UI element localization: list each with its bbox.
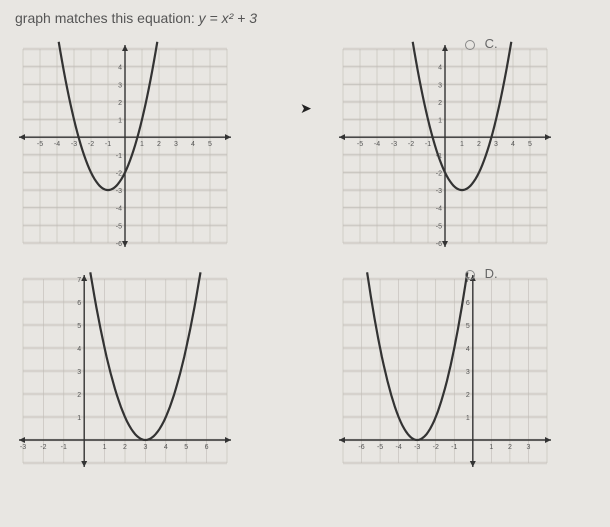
svg-text:5: 5 [466, 323, 470, 330]
chart-a: 1 2 3 4 -1 -2 -3 -4 -5 -6 -5 -4 -3 -2 -1 1 2 3 4 5 [15, 41, 275, 251]
svg-text:-5: -5 [37, 141, 43, 148]
svg-text:4: 4 [511, 141, 515, 148]
radio-d-icon [465, 270, 475, 280]
svg-text:-2: -2 [408, 141, 414, 148]
option-d[interactable]: D. [465, 266, 498, 281]
svg-text:1: 1 [438, 118, 442, 125]
svg-text:3: 3 [438, 82, 442, 89]
svg-text:7: 7 [77, 277, 81, 284]
svg-text:-1: -1 [105, 141, 111, 148]
option-d-label: D. [485, 266, 498, 281]
svg-text:4: 4 [118, 65, 122, 72]
svg-text:6: 6 [77, 300, 81, 307]
svg-text:3: 3 [143, 444, 147, 451]
svg-text:-1: -1 [425, 141, 431, 148]
svg-text:1: 1 [118, 118, 122, 125]
chart-a-svg: 1 2 3 4 -1 -2 -3 -4 -5 -6 -5 -4 -3 -2 -1 1 2 3 4 5 [15, 41, 235, 251]
question-prefix: graph matches this equation: [15, 10, 195, 26]
option-c-label: C. [485, 36, 498, 51]
svg-text:-3: -3 [20, 444, 26, 451]
svg-text:4: 4 [438, 65, 442, 72]
chart-a-axes [19, 45, 231, 247]
svg-text:-4: -4 [54, 141, 60, 148]
chart-d: D. 1234567-6-5-4-3-2-1123 [335, 271, 595, 481]
svg-text:3: 3 [77, 369, 81, 376]
svg-text:-5: -5 [116, 223, 122, 230]
svg-text:5: 5 [528, 141, 532, 148]
equation-text: y = x² + 3 [199, 10, 257, 26]
svg-text:-2: -2 [116, 170, 122, 177]
svg-text:-2: -2 [433, 444, 439, 451]
svg-text:-3: -3 [436, 188, 442, 195]
svg-text:4: 4 [191, 141, 195, 148]
svg-text:2: 2 [157, 141, 161, 148]
svg-text:-2: -2 [436, 170, 442, 177]
chart-b-svg: 1 2 3 4 5 6 7 -3 -2 -1 1 2 3 4 5 6 [15, 271, 235, 471]
svg-text:-3: -3 [414, 444, 420, 451]
svg-text:-1: -1 [436, 153, 442, 160]
chart-b: 1 2 3 4 5 6 7 -3 -2 -1 1 2 3 4 5 6 [15, 271, 275, 481]
svg-text:3: 3 [466, 369, 470, 376]
radio-c-icon [465, 40, 475, 50]
svg-text:-6: -6 [358, 444, 364, 451]
svg-text:-1: -1 [116, 153, 122, 160]
svg-text:2: 2 [77, 392, 81, 399]
svg-text:-1: -1 [451, 444, 457, 451]
svg-text:5: 5 [184, 444, 188, 451]
svg-text:-4: -4 [374, 141, 380, 148]
svg-text:1: 1 [77, 415, 81, 422]
svg-text:2: 2 [508, 444, 512, 451]
question-text: graph matches this equation: y = x² + 3 [15, 10, 595, 26]
chart-c-axes [339, 45, 551, 247]
svg-text:3: 3 [174, 141, 178, 148]
svg-text:1: 1 [103, 444, 107, 451]
svg-text:2: 2 [477, 141, 481, 148]
option-c[interactable]: C. [465, 36, 498, 51]
svg-text:3: 3 [527, 444, 531, 451]
svg-text:-2: -2 [88, 141, 94, 148]
svg-text:-2: -2 [40, 444, 46, 451]
svg-text:5: 5 [208, 141, 212, 148]
svg-text:-3: -3 [391, 141, 397, 148]
svg-text:3: 3 [494, 141, 498, 148]
svg-text:4: 4 [466, 346, 470, 353]
svg-text:3: 3 [118, 82, 122, 89]
chart-c-svg: 1 2 3 4 -1 -2 -3 -4 -5 -6 -5 -4 -3 -2 -1 1 2 3 4 5 [335, 41, 555, 251]
svg-text:-3: -3 [71, 141, 77, 148]
svg-text:6: 6 [466, 300, 470, 307]
svg-text:-5: -5 [436, 223, 442, 230]
svg-text:-6: -6 [436, 241, 442, 248]
svg-text:-4: -4 [436, 206, 442, 213]
svg-text:6: 6 [205, 444, 209, 451]
svg-text:1: 1 [460, 141, 464, 148]
svg-text:-5: -5 [357, 141, 363, 148]
chart-d-svg: 1234567-6-5-4-3-2-1123 [335, 271, 555, 471]
svg-text:-3: -3 [116, 188, 122, 195]
chart-c: C. 1234-1-2-3-4-5-6-5-4-3-2-112345 [335, 41, 595, 251]
svg-text:-1: -1 [61, 444, 67, 451]
svg-text:4: 4 [77, 346, 81, 353]
svg-text:-4: -4 [116, 206, 122, 213]
svg-text:-5: -5 [377, 444, 383, 451]
svg-text:2: 2 [118, 100, 122, 107]
chart-b-grid [23, 279, 227, 463]
svg-text:2: 2 [438, 100, 442, 107]
svg-text:2: 2 [123, 444, 127, 451]
svg-text:1: 1 [489, 444, 493, 451]
svg-text:4: 4 [164, 444, 168, 451]
svg-text:-4: -4 [396, 444, 402, 451]
svg-text:1: 1 [466, 415, 470, 422]
svg-text:-6: -6 [116, 241, 122, 248]
svg-text:1: 1 [140, 141, 144, 148]
svg-text:2: 2 [466, 392, 470, 399]
svg-text:5: 5 [77, 323, 81, 330]
cursor-icon: ➤ [300, 100, 312, 117]
